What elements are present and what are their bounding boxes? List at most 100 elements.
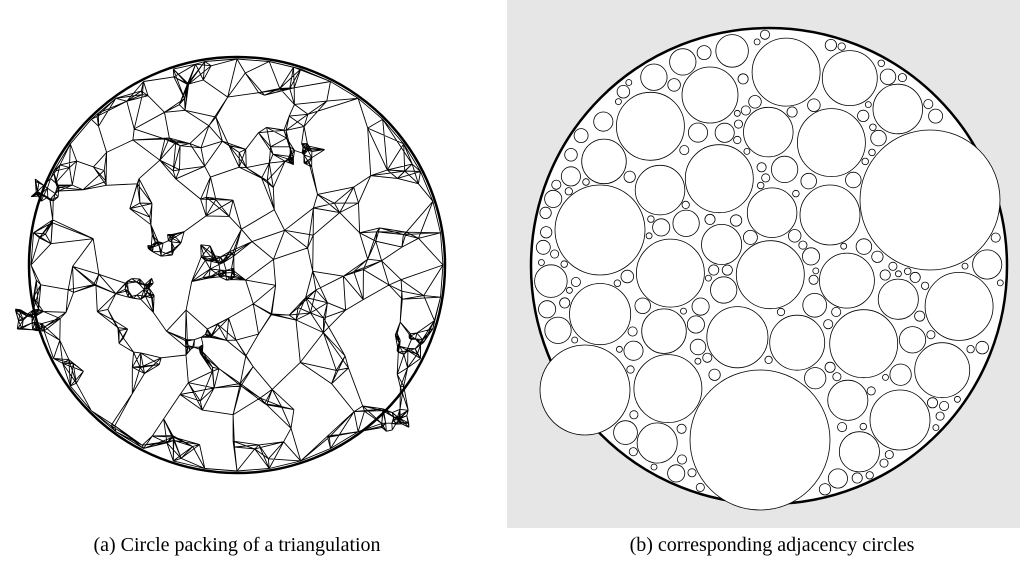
packed-circle bbox=[541, 227, 552, 238]
packed-circle bbox=[929, 109, 943, 123]
packed-circle bbox=[866, 472, 873, 479]
packed-circle bbox=[832, 307, 841, 316]
packed-circle bbox=[688, 469, 696, 477]
packed-circle bbox=[838, 423, 847, 432]
packed-circle bbox=[915, 311, 925, 321]
packed-circle bbox=[696, 483, 704, 491]
packed-circle bbox=[637, 423, 677, 463]
packed-circle bbox=[991, 233, 1000, 242]
packed-circle bbox=[788, 230, 801, 243]
packed-circle bbox=[616, 346, 622, 352]
packed-circle bbox=[846, 172, 862, 188]
packed-circle bbox=[738, 74, 748, 84]
packed-circle bbox=[711, 277, 737, 303]
packed-circle bbox=[822, 51, 877, 106]
packed-circle bbox=[561, 261, 568, 268]
packed-circle bbox=[800, 185, 860, 245]
packed-circle bbox=[668, 465, 685, 482]
packed-circle bbox=[540, 207, 551, 218]
packed-circle bbox=[898, 74, 906, 82]
packed-circle bbox=[890, 364, 911, 385]
packed-circle bbox=[624, 341, 643, 360]
packed-circle bbox=[682, 201, 689, 208]
packed-circle bbox=[646, 233, 652, 239]
packed-circle bbox=[762, 174, 770, 182]
packed-circle bbox=[793, 190, 800, 197]
packed-circle bbox=[552, 180, 561, 189]
packed-circle bbox=[757, 182, 764, 189]
packed-circle bbox=[770, 315, 825, 370]
packed-circle bbox=[673, 210, 699, 236]
packed-circle bbox=[702, 224, 742, 264]
packed-circle bbox=[841, 243, 847, 249]
packed-circle bbox=[734, 136, 741, 143]
packed-circle bbox=[870, 124, 877, 131]
packed-circle bbox=[878, 279, 918, 319]
packed-circle bbox=[688, 123, 707, 142]
packed-circle bbox=[716, 35, 749, 68]
packed-circle bbox=[830, 310, 898, 378]
packed-circle bbox=[924, 100, 933, 109]
packed-circle bbox=[668, 79, 681, 92]
packed-circle bbox=[754, 39, 760, 45]
packed-circle bbox=[797, 109, 865, 177]
packed-circle bbox=[752, 38, 820, 106]
packed-circle bbox=[802, 248, 819, 265]
packed-circle bbox=[561, 167, 580, 186]
packed-circle bbox=[641, 64, 667, 90]
packed-circle bbox=[540, 345, 630, 435]
packed-circle bbox=[927, 331, 935, 339]
packed-circle bbox=[824, 320, 833, 329]
packed-circle bbox=[536, 240, 550, 254]
packed-circle bbox=[635, 298, 651, 314]
packed-circle bbox=[856, 239, 872, 255]
packed-circle bbox=[743, 230, 757, 244]
packed-circle bbox=[997, 280, 1003, 286]
packed-circle bbox=[736, 241, 804, 309]
packed-circle bbox=[709, 265, 719, 275]
packed-circle bbox=[865, 102, 871, 108]
packed-circle bbox=[583, 179, 590, 186]
packed-circle bbox=[801, 173, 817, 189]
packed-circle bbox=[741, 106, 750, 115]
packed-circle bbox=[828, 380, 868, 420]
packed-circle bbox=[757, 163, 766, 172]
packed-circle bbox=[809, 275, 818, 284]
packed-circle bbox=[565, 149, 578, 162]
packed-circle bbox=[925, 272, 993, 340]
packed-circle bbox=[885, 451, 893, 459]
packed-circle bbox=[852, 473, 862, 483]
packed-circle bbox=[582, 139, 627, 184]
packed-circle bbox=[707, 307, 768, 368]
packed-circle bbox=[858, 110, 869, 121]
packed-circle bbox=[642, 309, 687, 354]
packed-circle bbox=[976, 341, 989, 354]
packed-circle bbox=[940, 401, 949, 410]
packed-circle bbox=[799, 241, 807, 249]
packed-circle bbox=[838, 43, 845, 50]
packed-circle bbox=[630, 411, 638, 419]
packed-circle bbox=[535, 265, 568, 298]
packed-circle bbox=[899, 327, 925, 353]
triangulation bbox=[16, 59, 444, 471]
packed-circle bbox=[651, 464, 657, 470]
packed-circle bbox=[594, 112, 613, 131]
packed-circle bbox=[889, 262, 897, 270]
packed-circle bbox=[910, 272, 920, 282]
packed-circle bbox=[538, 260, 544, 266]
packed-circle bbox=[860, 130, 1000, 270]
packed-circle bbox=[722, 265, 732, 275]
caption-b: (b) corresponding adjacency circles bbox=[630, 534, 915, 557]
packed-circle bbox=[967, 346, 974, 353]
packed-circle bbox=[697, 46, 711, 60]
packed-circle bbox=[617, 85, 630, 98]
packed-circle bbox=[680, 146, 689, 155]
figure bbox=[0, 0, 1020, 530]
packed-circle bbox=[734, 120, 742, 128]
packed-circle bbox=[539, 301, 556, 318]
packed-circle bbox=[904, 268, 911, 275]
packed-circle bbox=[705, 214, 715, 224]
packed-circle bbox=[933, 425, 939, 431]
packed-circle bbox=[873, 84, 923, 134]
packed-circle bbox=[771, 156, 797, 182]
